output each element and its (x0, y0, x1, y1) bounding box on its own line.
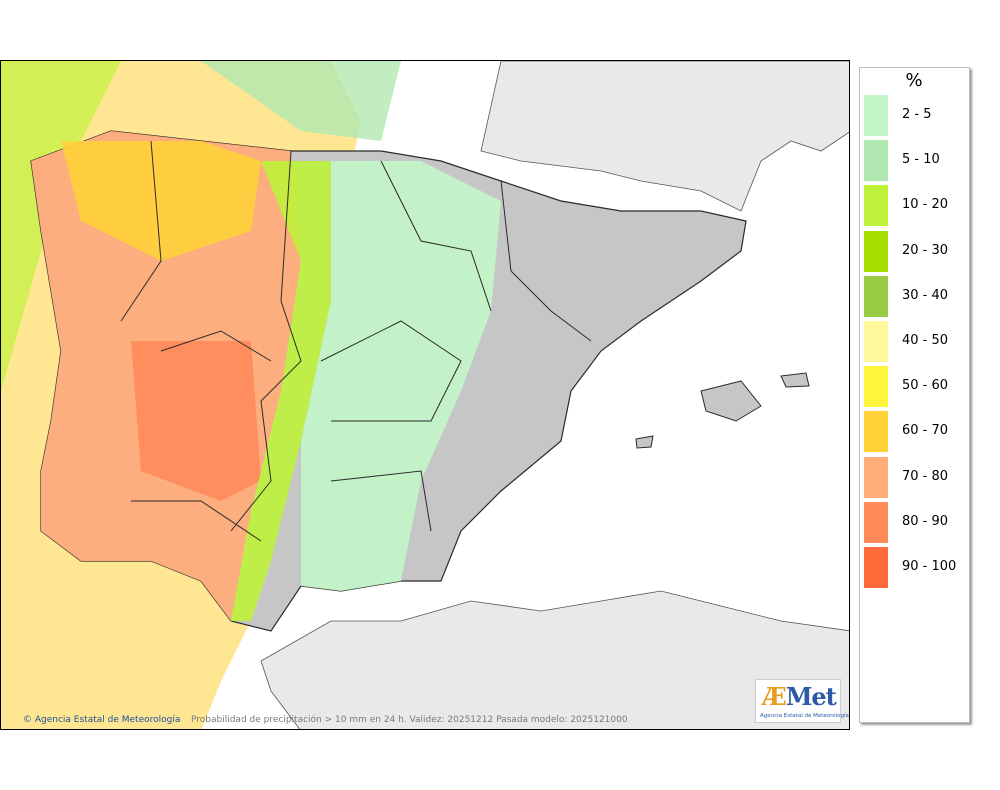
legend-label: 50 - 60 (902, 378, 949, 394)
france-land (480, 61, 849, 212)
legend-label: 60 - 70 (902, 423, 949, 439)
legend-swatch (864, 411, 888, 453)
legend-title: % (905, 70, 923, 91)
mallorca (700, 380, 762, 422)
north-sea-field (201, 61, 401, 141)
legend-swatch (864, 456, 888, 498)
ibiza (635, 435, 654, 449)
legend-label: 40 - 50 (902, 333, 949, 348)
legend-swatch (864, 275, 888, 317)
legend-swatch (864, 95, 888, 136)
legend-swatch (864, 501, 888, 543)
legend-swatch (864, 321, 888, 362)
legend-label: 20 - 30 (902, 242, 949, 258)
legend-label: 70 - 80 (902, 468, 949, 484)
legend-swatch (864, 185, 888, 227)
logo-wordmark: ÆMet (762, 682, 837, 711)
logo-subtitle: Agencia Estatal de Meteorología (760, 713, 849, 719)
central-west-very-high (131, 341, 261, 501)
legend-item: 50 - 60 (864, 366, 969, 408)
credit-text: © Agencia Estatal de Meteorología (23, 715, 180, 725)
legend-panel: % 2 - 5 5 - 10 10 - 20 20 - 30 30 - 40 40 - 5… (859, 67, 970, 723)
central-low-probability (301, 161, 501, 591)
legend-item: 90 - 100 (864, 547, 969, 588)
legend-item: 10 - 20 (864, 185, 969, 227)
legend-label: 10 - 20 (902, 197, 949, 213)
regional-borders (120, 140, 592, 542)
legend-swatch (864, 547, 888, 588)
legend-swatch (864, 140, 888, 182)
legend-item: 60 - 70 (864, 411, 969, 453)
legend-item: 70 - 80 (864, 456, 969, 498)
copyright-icon: © (23, 715, 32, 725)
atlantic-green-field (1, 61, 121, 391)
legend-swatch (864, 366, 888, 408)
map-caption: Probabilidad de precipitación > 10 mm en… (191, 715, 628, 725)
precipitation-probability-map: © Agencia Estatal de Meteorología Probab… (0, 60, 850, 730)
legend-label: 5 - 10 (902, 152, 940, 168)
northwest-moderate-probability (61, 141, 261, 261)
legend-item: 2 - 5 (864, 95, 969, 136)
transition-band (231, 161, 331, 621)
map-canvas (1, 61, 849, 729)
legend-label: 80 - 90 (902, 513, 949, 529)
north-africa-land (260, 590, 849, 729)
legend-item: 40 - 50 (864, 321, 969, 362)
menorca (780, 372, 810, 388)
legend-label: 2 - 5 (902, 107, 932, 122)
credit-label: Agencia Estatal de Meteorología (34, 715, 181, 725)
aemet-logo: ÆMet Agencia Estatal de Meteorología (755, 679, 849, 723)
legend-swatch (864, 230, 888, 272)
legend-label: 90 - 100 (902, 559, 957, 574)
legend-item: 80 - 90 (864, 501, 969, 543)
legend-item: 5 - 10 (864, 140, 969, 182)
legend-label: 30 - 40 (902, 287, 949, 303)
legend-item: 30 - 40 (864, 275, 969, 317)
legend-item: 20 - 30 (864, 230, 969, 272)
